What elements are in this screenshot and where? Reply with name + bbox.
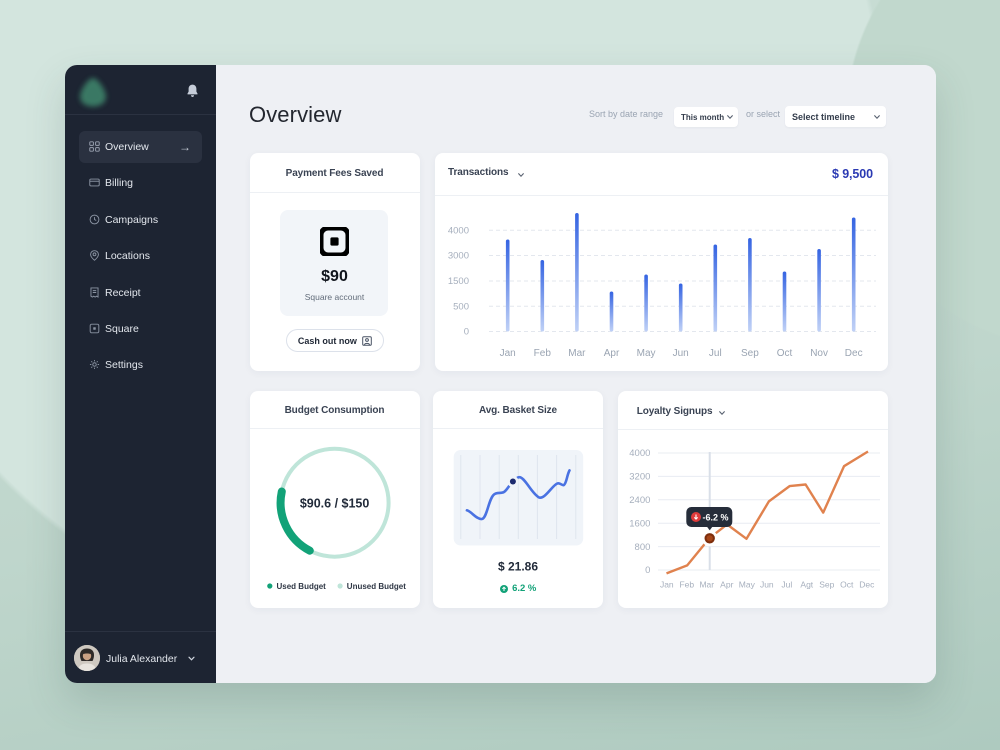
- svg-text:May: May: [738, 579, 755, 589]
- svg-text:Jun: Jun: [760, 579, 774, 589]
- svg-text:Jul: Jul: [709, 348, 722, 359]
- svg-text:Nov: Nov: [810, 348, 828, 359]
- svg-text:3200: 3200: [629, 471, 650, 482]
- svg-text:4000: 4000: [448, 225, 469, 236]
- svg-text:Feb: Feb: [534, 348, 552, 359]
- svg-text:$90.6 / $150: $90.6 / $150: [299, 496, 369, 510]
- svg-text:Oct: Oct: [840, 579, 854, 589]
- svg-text:Apr: Apr: [604, 348, 620, 359]
- svg-text:Agt: Agt: [800, 579, 813, 589]
- svg-text:Unused Budget: Unused Budget: [346, 582, 405, 591]
- svg-text:Jul: Jul: [781, 579, 792, 589]
- svg-text:1600: 1600: [629, 518, 650, 529]
- svg-text:Feb: Feb: [679, 579, 694, 589]
- svg-text:3000: 3000: [448, 250, 469, 261]
- svg-text:Sep: Sep: [819, 579, 834, 589]
- svg-text:Used Budget: Used Budget: [276, 582, 326, 591]
- svg-text:Mar: Mar: [699, 579, 714, 589]
- svg-text:800: 800: [634, 541, 650, 552]
- svg-text:Mar: Mar: [568, 348, 586, 359]
- svg-text:Apr: Apr: [720, 579, 733, 589]
- svg-text:Jun: Jun: [673, 348, 689, 359]
- svg-text:Sep: Sep: [741, 348, 759, 359]
- svg-text:Dec: Dec: [859, 579, 875, 589]
- svg-text:Dec: Dec: [845, 348, 863, 359]
- svg-text:Oct: Oct: [777, 348, 793, 359]
- svg-text:1500: 1500: [448, 276, 469, 287]
- svg-text:Jan: Jan: [660, 579, 674, 589]
- svg-text:0: 0: [464, 326, 469, 337]
- svg-text:4000: 4000: [629, 448, 650, 459]
- svg-text:2400: 2400: [629, 495, 650, 506]
- svg-text:$ 21.86: $ 21.86: [498, 559, 538, 573]
- svg-text:-6.2 %: -6.2 %: [702, 512, 728, 522]
- svg-text:0: 0: [645, 565, 650, 576]
- svg-text:Jan: Jan: [500, 348, 516, 359]
- svg-text:May: May: [637, 348, 656, 359]
- svg-text:500: 500: [453, 301, 469, 312]
